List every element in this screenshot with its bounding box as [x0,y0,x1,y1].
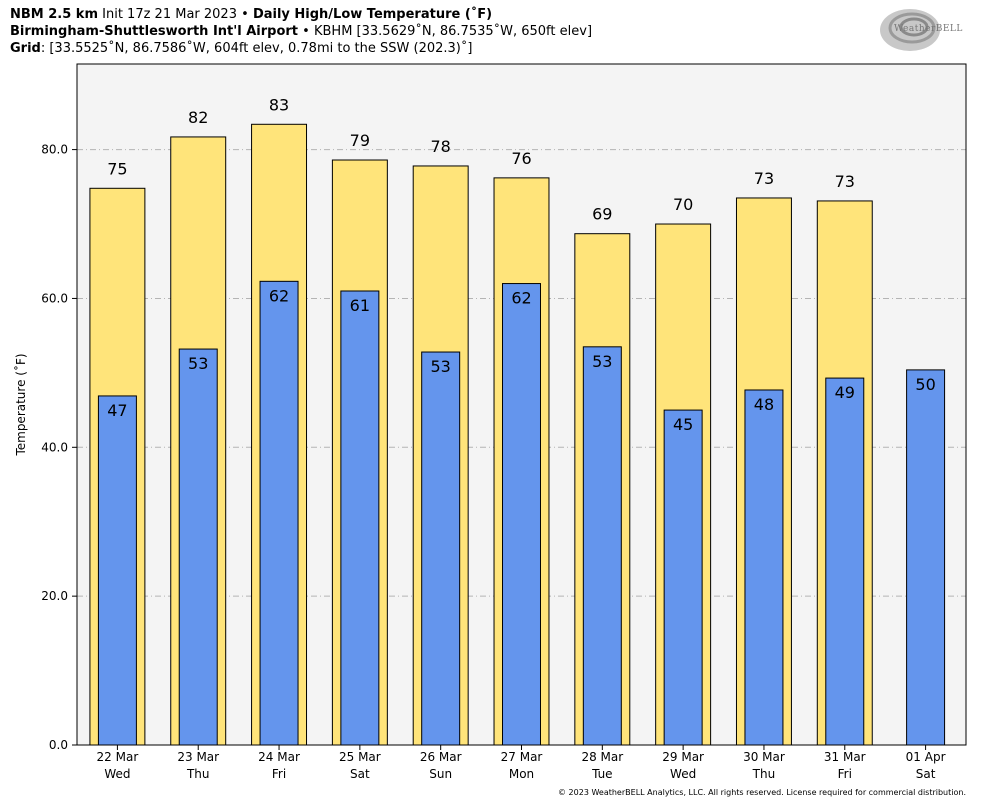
x-tick-day: Fri [272,767,286,781]
chart-title: Daily High/Low Temperature (˚F) [252,7,493,22]
low-bar [744,389,784,746]
low-value-label: 62 [511,289,531,308]
y-tick-label: 40.0 [41,440,68,454]
x-tick-day: Sun [429,767,452,781]
low-value-label: 48 [754,395,774,414]
weatherbell-logo: WeatherBELL [878,6,970,54]
x-tick-day: Wed [670,767,696,781]
x-tick-date: 23 Mar [177,750,219,764]
low-value-label: 53 [188,354,208,373]
low-value-label: 50 [915,375,935,394]
y-tick-label: 80.0 [41,143,68,157]
x-tick-date: 29 Mar [662,750,704,764]
x-tick-day: Sat [350,767,370,781]
high-value-label: 76 [511,149,531,168]
x-tick-date: 26 Mar [420,750,462,764]
low-bar [825,377,865,746]
low-bar [582,346,622,746]
x-tick-date: 30 Mar [743,750,785,764]
header-line-3: Grid: [33.5525˚N, 86.7586˚W, 604ft elev,… [10,40,472,57]
station-info: KBHM [33.5629˚N, 86.7535˚W, 650ft elev] [313,24,593,39]
x-tick-date: 28 Mar [581,750,623,764]
header-line-1: NBM 2.5 km Init 17z 21 Mar 2023 • Daily … [10,6,492,23]
low-bar [502,283,541,746]
x-tick-day: Sat [916,767,936,781]
low-bar [663,409,703,746]
logo-text: WeatherBELL [894,24,963,34]
model-name: NBM 2.5 km [10,7,98,22]
x-tick-date: 24 Mar [258,750,300,764]
low-bar [421,351,461,746]
high-value-label: 73 [754,169,774,188]
y-tick-label: 0.0 [49,738,68,752]
x-tick-date: 01 Apr [906,750,946,764]
x-tick-day: Wed [104,767,130,781]
y-tick-label: 20.0 [41,589,68,603]
low-bar [906,369,946,746]
low-bar [340,290,380,746]
x-tick-day: Tue [591,767,613,781]
low-bar [259,280,299,746]
x-tick-date: 22 Mar [97,750,139,764]
x-tick-day: Thu [752,767,776,781]
low-value-label: 61 [350,296,370,315]
low-value-label: 45 [673,415,693,434]
high-value-label: 75 [107,159,127,178]
low-bar [178,348,218,746]
low-value-label: 62 [269,286,289,305]
high-value-label: 82 [188,108,208,127]
y-axis-label: Temperature (˚F) [13,353,28,456]
high-value-label: 79 [350,131,370,150]
high-value-label: 70 [673,195,693,214]
bullet: • [241,7,249,22]
x-tick-date: 25 Mar [339,750,381,764]
low-value-label: 53 [431,357,451,376]
copyright-footer: © 2023 WeatherBELL Analytics, LLC. All r… [558,788,966,797]
low-value-label: 53 [592,352,612,371]
low-value-label: 47 [107,401,127,420]
high-value-label: 83 [269,95,289,114]
grid-label: Grid [10,41,41,56]
x-tick-date: 31 Mar [824,750,866,764]
high-value-label: 69 [592,205,612,224]
plot-frame [76,63,967,746]
x-tick-day: Thu [186,767,210,781]
bullet: • [302,24,310,39]
init-time: Init 17z 21 Mar 2023 [102,7,237,22]
swirl-logo-icon [880,9,940,51]
x-tick-day: Mon [509,767,534,781]
header-line-2: Birmingham-Shuttlesworth Int'l Airport •… [10,23,592,40]
high-value-label: 78 [431,137,451,156]
station-name: Birmingham-Shuttlesworth Int'l Airport [10,24,299,39]
x-tick-date: 27 Mar [501,750,543,764]
high-value-label: 73 [835,172,855,191]
y-tick-label: 60.0 [41,291,68,305]
low-bar [97,395,137,746]
x-tick-day: Fri [838,767,852,781]
low-value-label: 49 [835,383,855,402]
grid-info: : [33.5525˚N, 86.7586˚W, 604ft elev, 0.7… [40,41,473,56]
